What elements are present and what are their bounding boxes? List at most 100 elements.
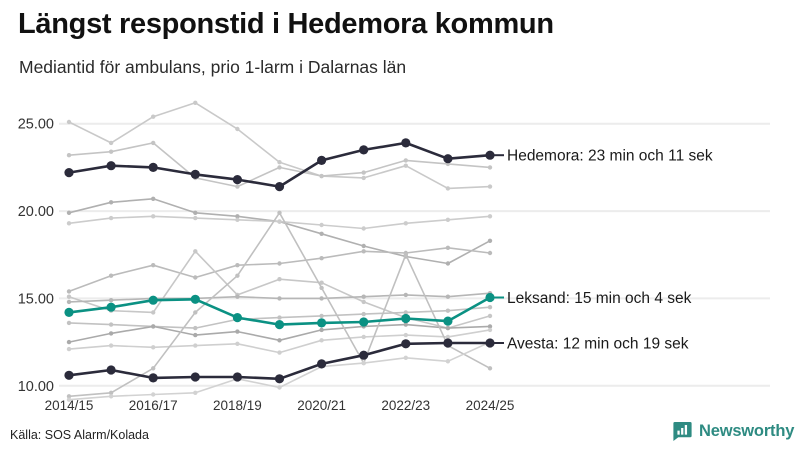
x-axis-tick-label: 2014/15 [45, 398, 94, 413]
data-point [66, 397, 72, 402]
data-point [317, 155, 327, 165]
data-point [108, 215, 114, 221]
data-point [319, 285, 324, 291]
data-point [487, 327, 493, 333]
data-point [361, 294, 366, 299]
data-point [443, 316, 453, 326]
data-point [317, 359, 327, 369]
data-point [235, 341, 240, 346]
data-point [277, 219, 282, 224]
data-point [66, 119, 72, 125]
data-point [403, 158, 408, 163]
data-point [66, 394, 72, 399]
data-point [108, 394, 114, 399]
data-point [361, 175, 366, 181]
newsworthy-logo-text: Newsworthy [699, 422, 795, 441]
x-axis-labels: 2014/15 2016/17 2018/19 2020/21 2022/23 2024/… [45, 398, 515, 413]
data-point [277, 277, 282, 282]
y-axis-labels: 10.00 15.00 20.00 25.00 [18, 117, 54, 395]
series-line [67, 141, 492, 188]
data-point [190, 372, 200, 382]
series-line [67, 341, 492, 381]
data-point [319, 338, 324, 343]
data-point [193, 249, 198, 254]
data-point [487, 184, 493, 189]
data-point [64, 370, 74, 380]
source-note: Källa: SOS Alarm/Kolada [10, 428, 149, 442]
data-point [193, 100, 198, 106]
data-point [361, 334, 366, 340]
data-point [277, 350, 282, 355]
data-point [359, 317, 369, 327]
data-point [108, 343, 114, 348]
series-label: Avesta: 12 min och 19 sek [507, 336, 689, 353]
data-point [235, 126, 240, 132]
data-point [361, 311, 366, 317]
page-title: Längst responstid i Hedemora kommun [18, 8, 554, 40]
y-axis-tick-label: 15.00 [18, 291, 54, 307]
data-point [193, 390, 198, 395]
data-point [403, 252, 408, 257]
data-point [277, 160, 282, 165]
data-point [151, 310, 156, 315]
data-point [277, 315, 282, 320]
data-point [193, 310, 198, 315]
data-point [66, 294, 72, 299]
data-point [148, 373, 158, 383]
data-point [487, 250, 493, 256]
data-point [274, 182, 285, 192]
data-point [361, 360, 366, 366]
x-axis-tick-label: 2022/23 [381, 398, 430, 413]
data-point [319, 327, 324, 333]
newsworthy-logo-icon [673, 422, 692, 441]
chart-subtitle: Mediantid för ambulans, prio 1-larm i Da… [19, 57, 407, 77]
y-axis-tick-label: 10.00 [18, 379, 54, 395]
newsworthy-logo[interactable]: Newsworthy [672, 421, 794, 442]
data-point [319, 256, 324, 261]
data-point [66, 210, 72, 215]
data-point [108, 331, 114, 336]
data-point [193, 325, 198, 331]
data-point [445, 325, 451, 331]
data-point [361, 249, 366, 254]
data-point [66, 299, 72, 305]
data-point [443, 154, 453, 164]
data-point [361, 170, 366, 175]
data-point [403, 163, 408, 168]
data-point [445, 308, 451, 313]
data-point [319, 222, 324, 228]
data-point [277, 338, 282, 343]
data-point [445, 261, 451, 266]
data-point [64, 307, 74, 317]
data-point [190, 169, 200, 179]
data-point [235, 184, 240, 189]
data-point [403, 292, 408, 298]
data-point [108, 273, 114, 278]
data-point [277, 385, 282, 390]
data-point [193, 210, 198, 215]
series-line [68, 198, 491, 265]
series-labels-group: Hedemora: 23 min och 11 sek Leksand: 15 m… [494, 148, 713, 353]
data-point [148, 162, 158, 172]
data-point [66, 339, 72, 345]
data-point [359, 145, 369, 155]
data-point [193, 343, 198, 348]
series-line [68, 102, 491, 190]
y-axis-tick-label: 25.00 [18, 117, 54, 133]
data-point [403, 221, 408, 226]
data-point [274, 320, 285, 330]
data-point [151, 345, 156, 350]
data-point [403, 322, 408, 327]
data-point [319, 296, 324, 301]
data-point [359, 350, 369, 360]
data-point [108, 322, 114, 327]
series-label: Leksand: 15 min och 4 sek [507, 290, 692, 307]
data-point [485, 292, 495, 303]
data-point [277, 165, 282, 170]
data-point [235, 273, 240, 278]
data-point [319, 313, 324, 319]
data-point [66, 221, 72, 226]
data-point [193, 275, 198, 280]
y-axis-tick-label: 20.00 [18, 204, 54, 220]
